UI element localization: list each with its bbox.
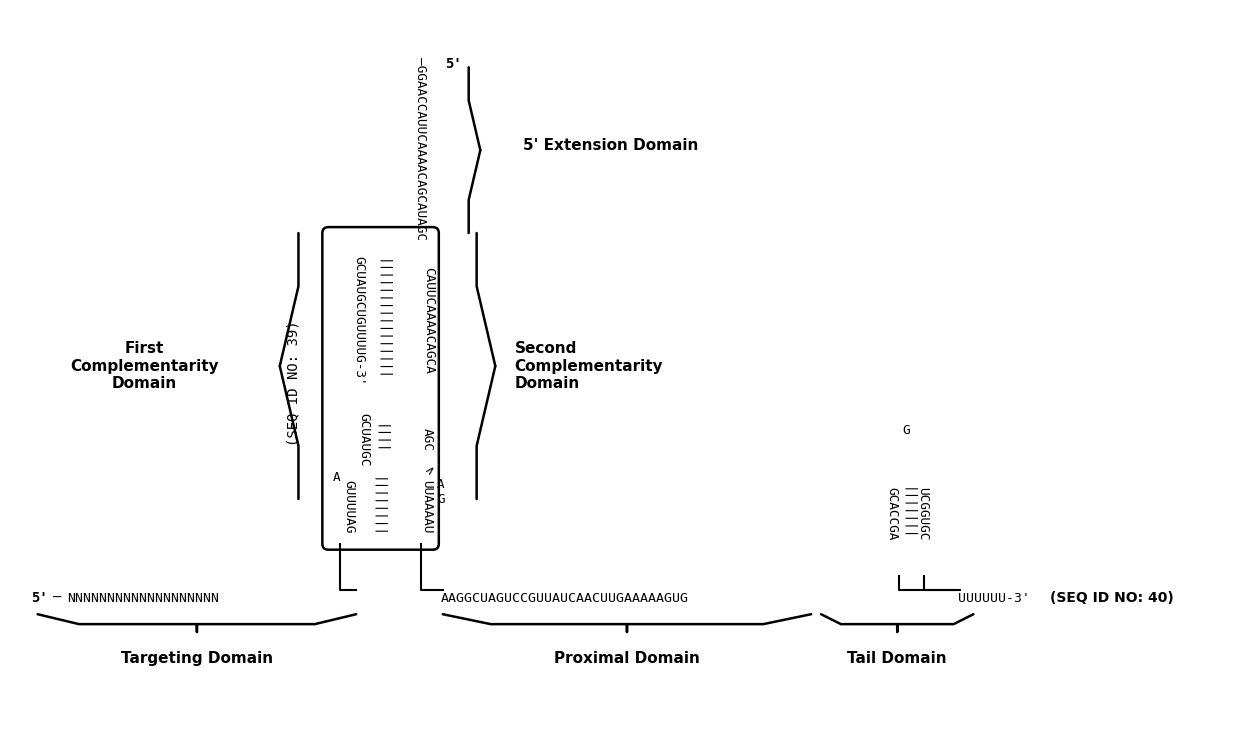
Text: (SEQ ID NO: 39): (SEQ ID NO: 39): [286, 320, 300, 446]
Text: NNNNNNNNNNNNNNNNNNN: NNNNNNNNNNNNNNNNNNN: [67, 592, 219, 604]
Text: UUUUUU-3': UUUUUU-3': [959, 592, 1030, 604]
Text: 5': 5': [31, 591, 47, 605]
Text: 5' Extension Domain: 5' Extension Domain: [523, 138, 699, 153]
Text: Proximal Domain: Proximal Domain: [554, 652, 699, 667]
Text: Tail Domain: Tail Domain: [847, 652, 947, 667]
Text: UUAAAAU: UUAAAAU: [420, 480, 433, 534]
Text: A: A: [332, 471, 340, 484]
Text: G: G: [901, 424, 909, 437]
Text: GUUUUAG: GUUUUAG: [342, 480, 356, 534]
Text: G: G: [436, 493, 445, 506]
Text: ||||: ||||: [374, 424, 388, 454]
Text: UCGGUGC: UCGGUGC: [916, 488, 929, 541]
Text: |||||||: |||||||: [901, 488, 914, 541]
Text: CAUUCAAAACAGCA: CAUUCAAAACAGCA: [423, 267, 435, 374]
Text: AAGGCUAGUCCGUUAUCAACUUGAAAAAGUG: AAGGCUAGUCCGUUAUCAACUUGAAAAAGUG: [440, 592, 688, 604]
Text: Second
Complementarity
Domain: Second Complementarity Domain: [515, 341, 663, 391]
Text: ||||||||: ||||||||: [372, 476, 384, 538]
Text: A: A: [436, 478, 445, 490]
Text: GCACCGA: GCACCGA: [885, 488, 898, 541]
Text: ∧: ∧: [422, 464, 436, 478]
Text: First
Complementarity
Domain: First Complementarity Domain: [69, 341, 218, 391]
Text: ||||||||||||||||: ||||||||||||||||: [377, 260, 389, 382]
Text: AGC: AGC: [420, 428, 433, 451]
Text: —GGAACCAUUCAAAACAGCAUAGC: —GGAACCAUUCAAAACAGCAUAGC: [414, 57, 428, 240]
Text: GCUAUGCUGUUUUG-3': GCUAUGCUGUUUUG-3': [352, 256, 366, 386]
Text: 5': 5': [445, 57, 463, 71]
Text: Targeting Domain: Targeting Domain: [120, 652, 273, 667]
Text: –: –: [52, 591, 61, 605]
Text: GCUAUGC: GCUAUGC: [357, 413, 371, 466]
Text: (SEQ ID NO: 40): (SEQ ID NO: 40): [1050, 591, 1174, 605]
